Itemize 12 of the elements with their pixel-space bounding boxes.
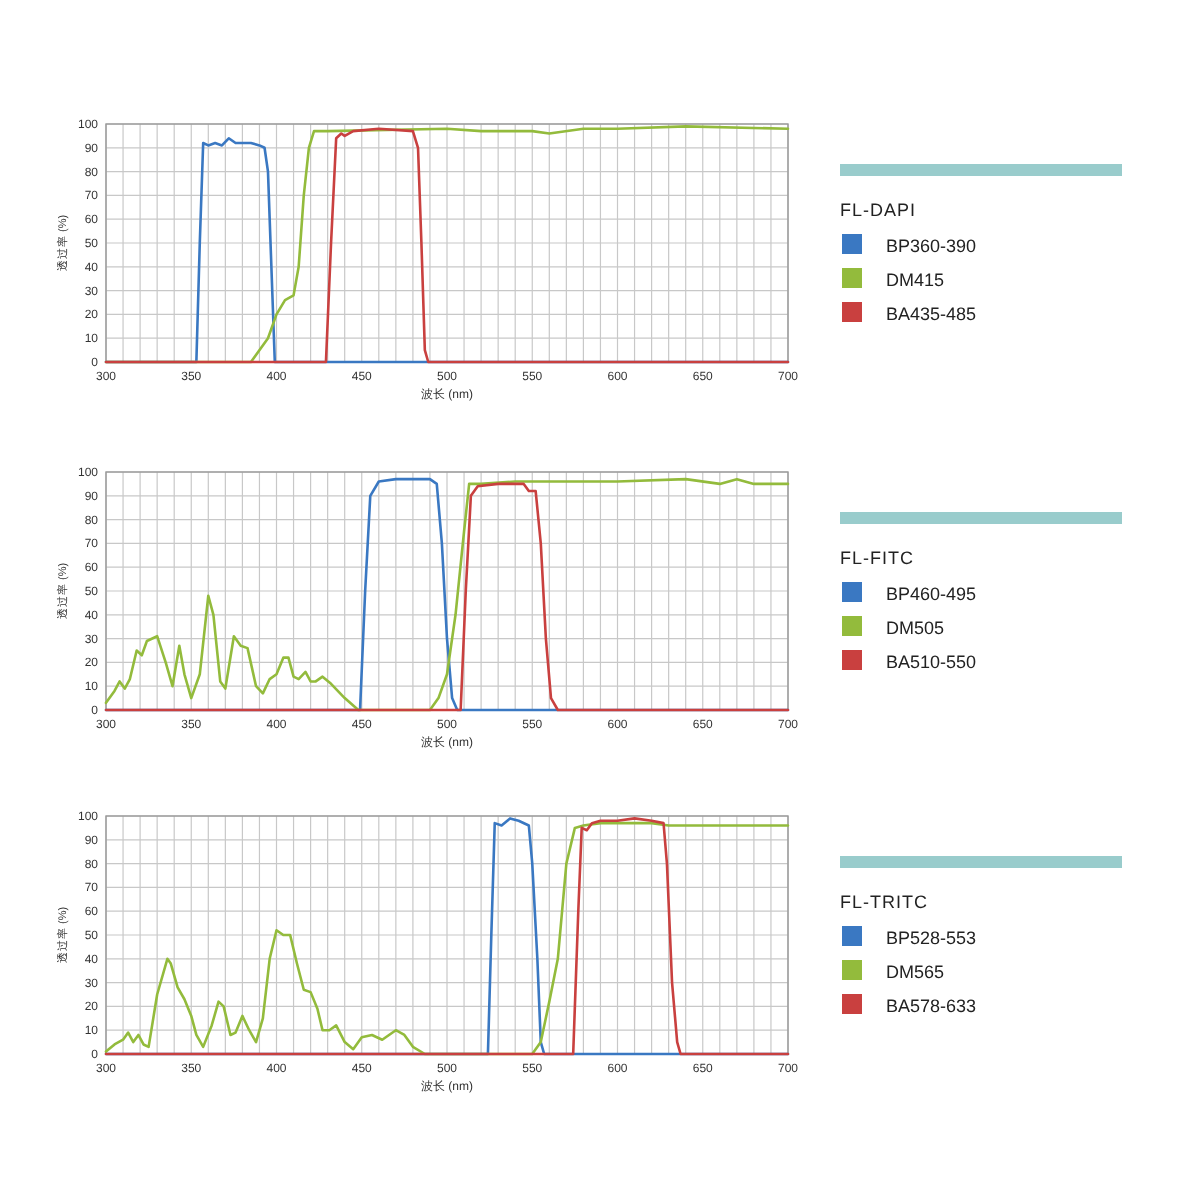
legend-label: BP460-495 — [886, 584, 977, 604]
legend-label: DM565 — [886, 962, 945, 982]
legend-label: BP528-553 — [886, 928, 977, 948]
legend-label: BP360-390 — [886, 236, 977, 256]
legend-label: BA510-550 — [886, 652, 977, 672]
legend-title: FL-TRITC — [840, 892, 928, 912]
legend-label: BA435-485 — [886, 304, 977, 324]
legend-title: FL-FITC — [840, 548, 914, 568]
legend-label: DM415 — [886, 270, 945, 290]
legend-label: BA578-633 — [886, 996, 977, 1016]
legend-label: DM505 — [886, 618, 945, 638]
legend-title: FL-DAPI — [840, 200, 917, 220]
